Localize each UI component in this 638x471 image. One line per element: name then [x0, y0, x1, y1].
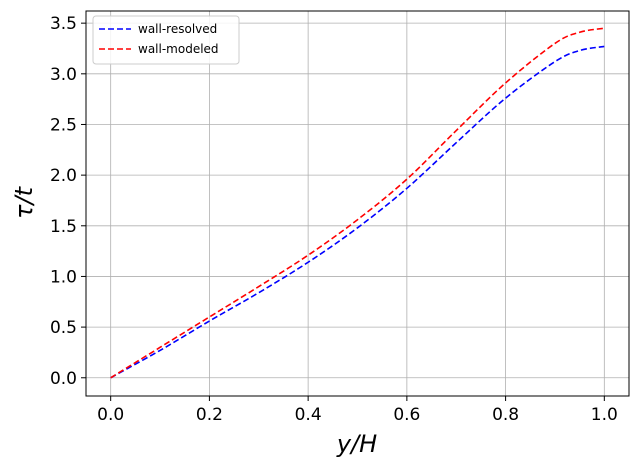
y-tick-label: 2.5 [50, 115, 77, 135]
series-line-wall-resolved [110, 45, 605, 379]
plot-frame [85, 10, 630, 397]
series-group [110, 27, 605, 379]
x-tick-label: 0.2 [196, 405, 223, 425]
y-tick-label: 3.5 [50, 14, 77, 34]
y-tick-label: 0.5 [50, 318, 77, 338]
y-tick-label: 3.0 [50, 65, 77, 85]
legend-box [92, 15, 240, 65]
x-tick-label: 0.8 [492, 405, 519, 425]
series-line-wall-modeled [110, 27, 605, 379]
x-axis-ticks: 0.0 0.2 0.4 0.6 0.8 1.0 [97, 396, 618, 425]
legend: wall-resolved wall-modeled [92, 15, 240, 65]
y-axis-ticks: 0.0 0.5 1.0 1.5 2.0 2.5 3.0 3.5 [50, 14, 86, 389]
y-tick-label: 1.5 [50, 217, 77, 237]
y-tick-label: 0.0 [50, 369, 77, 389]
x-tick-label: 0.0 [97, 405, 124, 425]
x-axis-label: y/H [336, 430, 377, 458]
y-tick-label: 1.0 [50, 267, 77, 287]
y-tick-label: 2.0 [50, 166, 77, 186]
x-tick-label: 1.0 [591, 405, 618, 425]
y-axis-label: τ/t [10, 185, 38, 219]
x-tick-label: 0.6 [393, 405, 420, 425]
legend-label-wall-resolved: wall-resolved [138, 22, 217, 36]
legend-label-wall-modeled: wall-modeled [138, 42, 219, 56]
grid [86, 11, 629, 396]
x-tick-label: 0.4 [295, 405, 322, 425]
